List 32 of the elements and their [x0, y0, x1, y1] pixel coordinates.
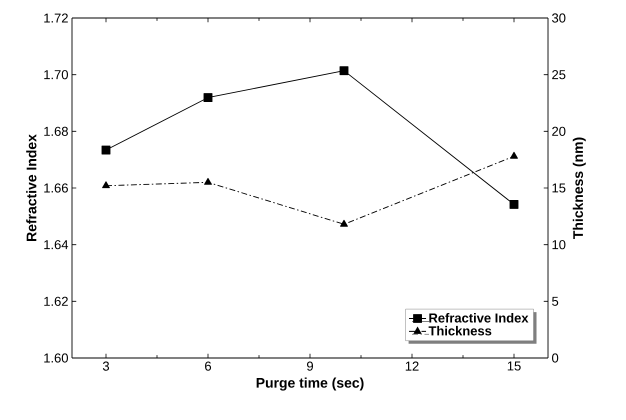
y-tick-label: 1.60 [44, 353, 68, 363]
y2-tick-label: 30 [552, 13, 566, 23]
x-tick-label: 9 [307, 362, 313, 371]
y2-tick-label: 20 [552, 126, 566, 136]
y2-tick-label: 15 [552, 183, 566, 193]
x-tick-label: 3 [102, 362, 110, 371]
point [340, 220, 348, 227]
y-tick-label: 1.72 [44, 13, 68, 23]
point [102, 181, 110, 188]
y-axis-title: Refractive Index [26, 134, 36, 241]
y-tick-label: 1.62 [44, 296, 68, 306]
legend-label: Refractive Index [429, 313, 528, 323]
y-tick-label: 1.70 [44, 70, 68, 80]
y2-tick-label: 10 [552, 240, 566, 250]
x-tick-label: 6 [205, 362, 212, 371]
point [510, 152, 518, 159]
y-tick-label: 1.64 [44, 240, 68, 250]
point [340, 66, 348, 76]
y2-tick-label: 5 [552, 296, 558, 306]
point [204, 178, 212, 185]
x-tick-label: 12 [406, 362, 419, 371]
y-tick-label: 1.66 [44, 183, 68, 193]
point [102, 146, 110, 154]
x-tick-label: 15 [508, 362, 521, 371]
x-axis-title: Purge time (sec) [256, 378, 364, 391]
legend-label: Thickness [428, 326, 492, 336]
y2-tick-label: 0 [552, 353, 558, 363]
point [204, 93, 212, 102]
y-tick-label: 1.68 [44, 126, 68, 136]
point [510, 200, 518, 209]
y2-axis-title: Thickness (nm) [572, 138, 586, 239]
y2-tick-label: 25 [552, 70, 566, 80]
